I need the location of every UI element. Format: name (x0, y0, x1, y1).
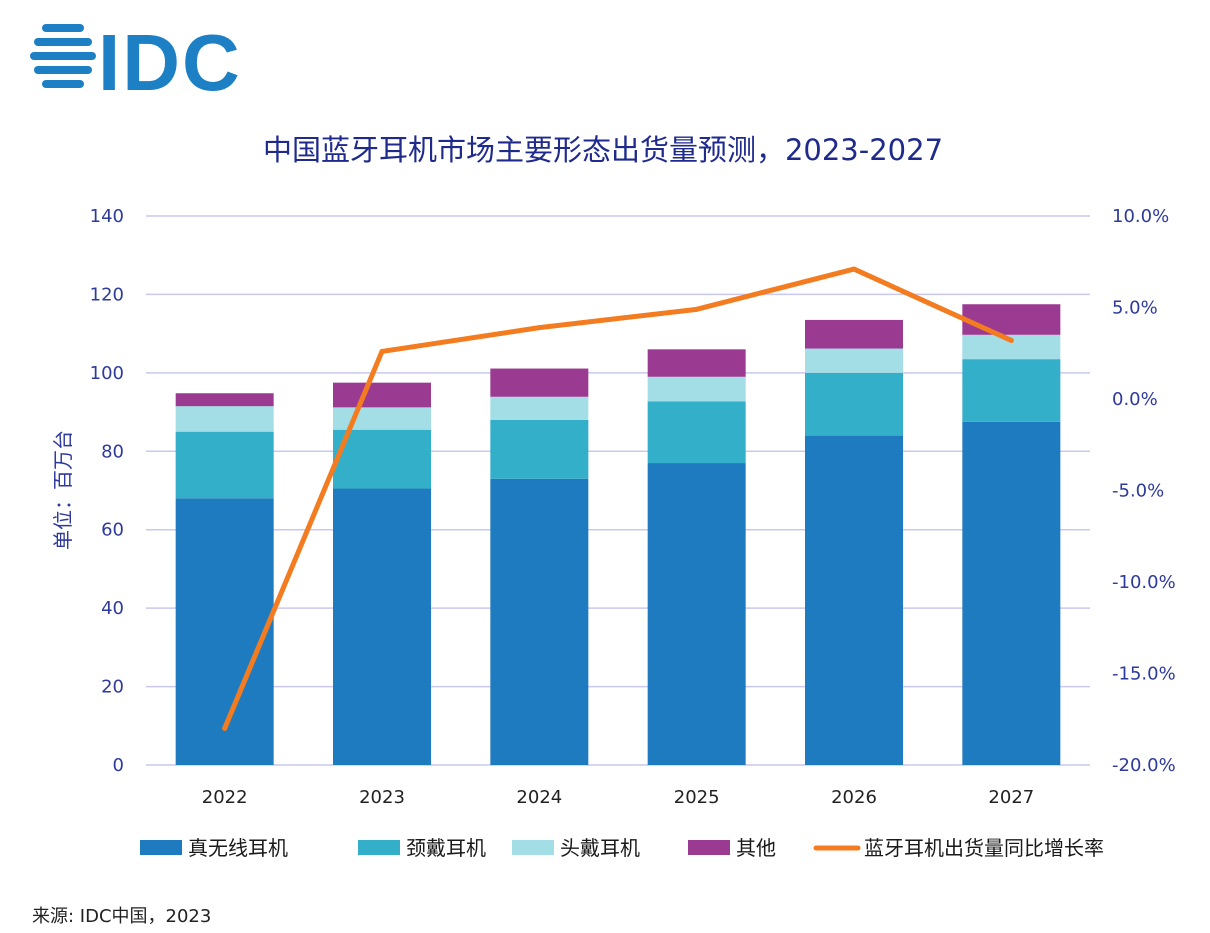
x-tick-label: 2027 (988, 787, 1034, 808)
bar-segment (333, 488, 431, 765)
y-tick-label: 80 (101, 441, 124, 462)
bar-segment (805, 348, 903, 373)
x-tick-label: 2023 (359, 787, 405, 808)
gridlines (146, 215, 1090, 766)
y-tick-label: 0 (113, 755, 124, 776)
legend-swatch (140, 840, 182, 855)
bar-segment (490, 368, 589, 397)
bar-segment (962, 304, 1061, 335)
legend-swatch (358, 840, 400, 855)
x-axis-ticks: 2022 2023 2024 2025 2026 2027 (202, 787, 1034, 808)
y2-tick-label: 10.0% (1112, 206, 1169, 227)
y-axis-label: 单位：百万台 (51, 430, 75, 550)
chart: 中国蓝牙耳机市场主要形态出货量预测，2023-2027 0 20 40 60 80 100… (51, 133, 1176, 860)
y2-tick-label: 5.0% (1112, 298, 1158, 319)
bar-segment (175, 431, 274, 499)
growth-line-point (851, 266, 857, 272)
idc-globe-icon (30, 24, 96, 88)
y2-tick-label: -15.0% (1112, 664, 1176, 685)
legend-swatch (512, 840, 554, 855)
bar-segment (333, 407, 431, 430)
y2-tick-label: -10.0% (1112, 572, 1176, 593)
y-tick-label: 60 (101, 520, 124, 541)
legend-swatch (688, 840, 730, 855)
bar-segment (490, 396, 589, 420)
growth-line (222, 266, 1014, 731)
bar-segment (333, 382, 431, 408)
y2-tick-label: -20.0% (1112, 755, 1176, 776)
y2-tick-label: -5.0% (1112, 481, 1164, 502)
growth-line-point (1008, 337, 1014, 343)
legend-label: 颈戴耳机 (406, 836, 486, 860)
legend-label: 真无线耳机 (188, 836, 288, 860)
left-axis-ticks: 0 20 40 60 80 100 120 140 (90, 206, 124, 776)
x-tick-label: 2022 (202, 787, 248, 808)
bar-segment (962, 359, 1061, 422)
bar-segment (962, 421, 1061, 765)
bar-segment (175, 498, 274, 765)
idc-logo: IDC (30, 18, 242, 102)
bar-segment (805, 319, 903, 349)
source-note: 来源: IDC中国，2023 (32, 906, 212, 927)
y-tick-label: 140 (90, 206, 124, 227)
bars (175, 304, 1061, 765)
x-tick-label: 2024 (516, 787, 562, 808)
y-tick-label: 120 (90, 284, 124, 305)
legend: 真无线耳机 颈戴耳机 头戴耳机 其他 蓝牙耳机出货量同比增长率 (140, 836, 1104, 860)
bar-segment (490, 478, 589, 765)
growth-line-path (222, 266, 1014, 731)
bar-segment (647, 401, 746, 464)
bar-segment (805, 435, 903, 765)
bar-segment (490, 419, 589, 479)
chart-title: 中国蓝牙耳机市场主要形态出货量预测，2023-2027 (263, 133, 943, 167)
legend-label: 其他 (736, 836, 776, 860)
growth-line-point (694, 306, 700, 312)
idc-logo-text: IDC (98, 18, 242, 102)
bar-segment (805, 372, 903, 436)
y-tick-label: 40 (101, 598, 124, 619)
growth-line-point (222, 725, 228, 731)
bar-segment (647, 349, 746, 377)
bar-segment (175, 406, 274, 432)
x-tick-label: 2025 (674, 787, 720, 808)
growth-line-point (536, 325, 542, 331)
growth-line-point (379, 348, 385, 354)
y-tick-label: 20 (101, 677, 124, 698)
bar-segment (647, 463, 746, 765)
legend-label: 头戴耳机 (560, 836, 640, 860)
right-axis-ticks: -20.0% -15.0% -10.0% -5.0% 0.0% 5.0% 10.0% (1112, 206, 1176, 776)
y2-tick-label: 0.0% (1112, 389, 1158, 410)
x-tick-label: 2026 (831, 787, 877, 808)
legend-label: 蓝牙耳机出货量同比增长率 (864, 836, 1104, 860)
y-tick-label: 100 (90, 363, 124, 384)
bar-segment (647, 376, 746, 402)
bar-segment (175, 393, 274, 407)
bar-segment (333, 429, 431, 489)
